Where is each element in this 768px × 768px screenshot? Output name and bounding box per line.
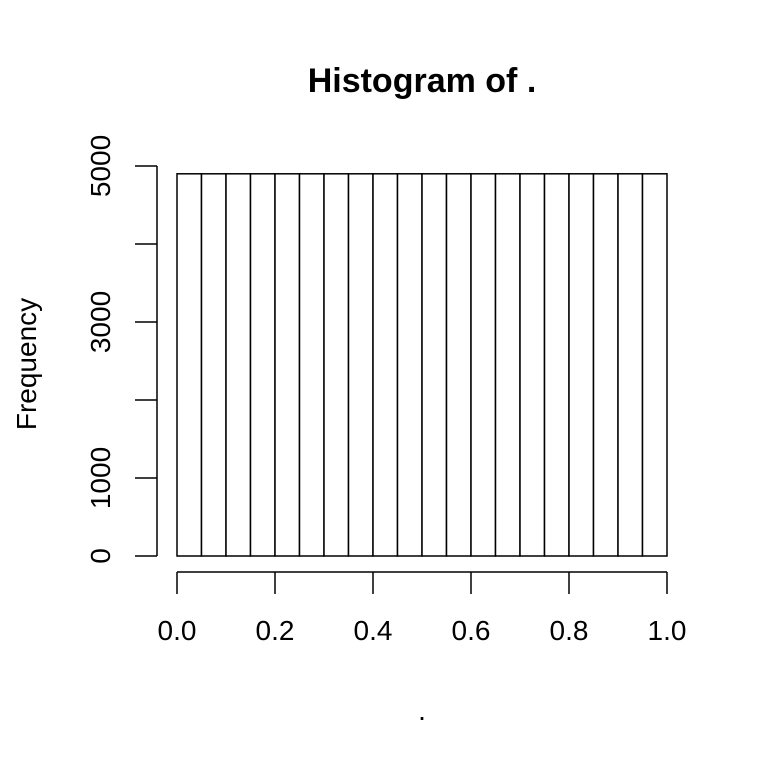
x-tick-label: 0.4 (354, 615, 393, 646)
histogram-bar (396, 173, 423, 557)
y-tick-label: 0 (85, 548, 116, 564)
x-axis: 0.0 0.2 0.4 0.6 0.8 1.0 (158, 571, 687, 646)
y-tick-label: 5000 (85, 135, 116, 197)
histogram-bar (347, 173, 374, 557)
histogram-bar (249, 173, 276, 557)
bars-group (176, 173, 668, 557)
histogram-bar (641, 173, 668, 557)
x-tick-label: 0.6 (452, 615, 491, 646)
histogram-bar (592, 173, 619, 557)
histogram-bar (421, 173, 448, 557)
histogram-bar (200, 173, 227, 557)
x-tick-label: 1.0 (648, 615, 687, 646)
x-axis-title: . (418, 695, 426, 726)
x-tick-label: 0.8 (550, 615, 589, 646)
histogram-bar (568, 173, 595, 557)
histogram-bar (617, 173, 644, 557)
histogram-bar (323, 173, 350, 557)
y-tick-label: 1000 (85, 447, 116, 509)
x-tick-label: 0.0 (158, 615, 197, 646)
histogram-bar (274, 173, 301, 557)
histogram-bar (519, 173, 546, 557)
histogram-bar (494, 173, 521, 557)
histogram-bar (543, 173, 570, 557)
y-axis-title: Frequency (11, 298, 42, 430)
chart-title: Histogram of . (308, 62, 537, 100)
histogram-bar (372, 173, 399, 557)
y-tick-label: 3000 (85, 291, 116, 353)
histogram-bar (225, 173, 252, 557)
y-axis: 0 1000 3000 5000 (85, 135, 158, 564)
histogram-bar (470, 173, 497, 557)
x-tick-label: 0.2 (256, 615, 295, 646)
histogram-bar (445, 173, 472, 557)
histogram-bar (298, 173, 325, 557)
histogram-bar (176, 173, 203, 557)
